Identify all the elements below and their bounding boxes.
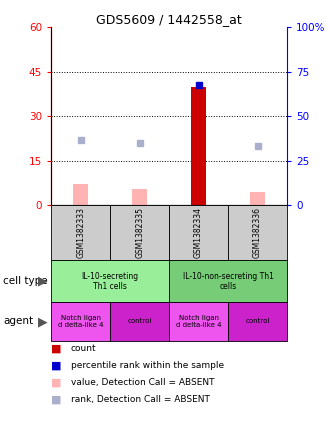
Text: ■: ■ [51, 395, 62, 405]
Text: Notch ligan
d delta-like 4: Notch ligan d delta-like 4 [176, 315, 221, 328]
Text: ■: ■ [51, 344, 62, 354]
Bar [73, 184, 88, 205]
Bar [51, 260, 169, 302]
Bar [110, 302, 169, 341]
Text: ▶: ▶ [38, 315, 48, 328]
Text: IL-10-secreting
Th1 cells: IL-10-secreting Th1 cells [82, 272, 139, 291]
Text: count: count [71, 344, 97, 354]
Text: GSM1382333: GSM1382333 [76, 207, 85, 258]
Text: Notch ligan
d delta-like 4: Notch ligan d delta-like 4 [58, 315, 103, 328]
Text: control: control [127, 319, 152, 324]
Bar [228, 302, 287, 341]
Text: cell type: cell type [3, 276, 48, 286]
Bar [169, 260, 287, 302]
Text: IL-10-non-secreting Th1
cells: IL-10-non-secreting Th1 cells [183, 272, 274, 291]
Bar [228, 205, 287, 260]
Text: agent: agent [3, 316, 33, 327]
Bar [191, 87, 206, 205]
Bar [132, 189, 147, 205]
Bar [169, 205, 228, 260]
Text: ▶: ▶ [38, 275, 48, 288]
Bar [250, 192, 265, 205]
Bar [51, 205, 110, 260]
Text: ■: ■ [51, 378, 62, 388]
Bar [110, 205, 169, 260]
Text: rank, Detection Call = ABSENT: rank, Detection Call = ABSENT [71, 395, 210, 404]
Text: percentile rank within the sample: percentile rank within the sample [71, 361, 224, 371]
Text: ■: ■ [51, 361, 62, 371]
Bar [51, 302, 110, 341]
Text: GSM1382334: GSM1382334 [194, 207, 203, 258]
Bar [169, 302, 228, 341]
Text: GSM1382336: GSM1382336 [253, 207, 262, 258]
Title: GDS5609 / 1442558_at: GDS5609 / 1442558_at [96, 14, 242, 26]
Text: GSM1382335: GSM1382335 [135, 207, 144, 258]
Text: control: control [246, 319, 270, 324]
Text: value, Detection Call = ABSENT: value, Detection Call = ABSENT [71, 378, 214, 387]
